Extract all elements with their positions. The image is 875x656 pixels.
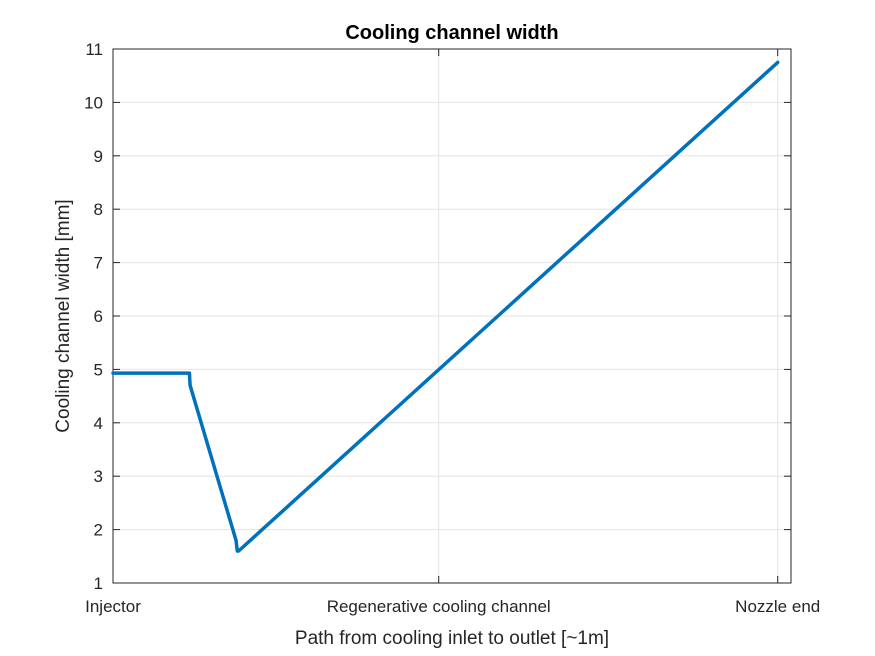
y-tick-label: 7 <box>94 254 103 273</box>
x-axis-label: Path from cooling inlet to outlet [~1m] <box>295 628 609 649</box>
y-tick-label: 4 <box>94 414 103 433</box>
y-tick-label: 10 <box>84 93 103 112</box>
y-tick-label: 5 <box>94 360 103 379</box>
axis-ticks: 1 2 3 4 5 6 7 8 9 10 11 Injector Regenerative coolin… <box>84 40 820 616</box>
x-tick-label: Injector <box>85 597 141 616</box>
series-layer <box>111 60 780 553</box>
y-tick-label: 9 <box>94 147 103 166</box>
y-tick-label: 3 <box>94 467 103 486</box>
y-tick-label: 11 <box>85 40 103 59</box>
x-tick-label: Regenerative cooling channel <box>327 597 551 616</box>
series-line <box>111 60 780 553</box>
y-tick-label: 6 <box>94 307 103 326</box>
y-tick-label: 2 <box>94 521 103 540</box>
grid <box>113 49 791 583</box>
y-tick-label: 1 <box>94 574 103 593</box>
x-tick-label: Nozzle end <box>735 597 820 616</box>
y-tick-label: 8 <box>94 200 103 219</box>
chart-title: Cooling channel width <box>345 22 558 44</box>
y-axis-label: Cooling channel width [mm] <box>53 199 74 432</box>
